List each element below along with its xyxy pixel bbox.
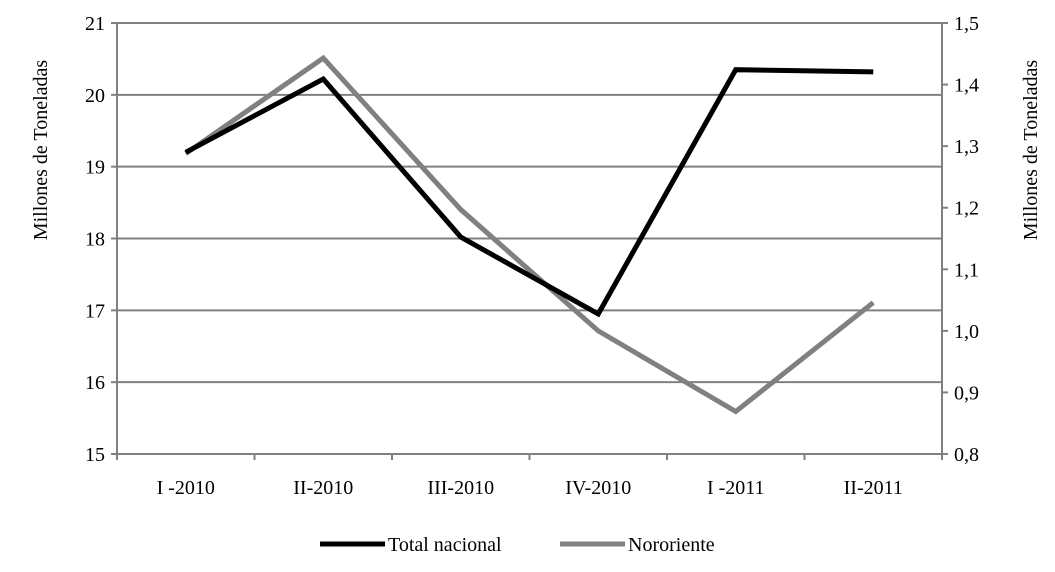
right-tick-label: 1,4 — [954, 75, 979, 97]
left-tick-label: 20 — [85, 85, 105, 107]
series-lines — [184, 54, 875, 415]
x-tick-label: I -2011 — [707, 477, 765, 499]
x-axis-ticks: I -2010 II-2010 III-2010 IV-2010 I -2011 II-2… — [116, 454, 943, 499]
right-tick-label: 1,3 — [954, 136, 979, 158]
legend-label-total-nacional: Total nacional — [388, 534, 502, 556]
legend: Total nacional Nororiente — [320, 534, 715, 556]
x-tick-label: IV-2010 — [565, 477, 631, 499]
x-tick-label: I -2010 — [157, 477, 215, 499]
right-axis-title: Millones de Toneladas — [1020, 60, 1042, 241]
x-tick-label: II-2011 — [844, 477, 903, 499]
left-tick-label: 19 — [85, 157, 105, 179]
legend-label-nororiente: Nororiente — [628, 534, 715, 556]
series-line-nororiente — [184, 54, 875, 415]
grid-lines — [117, 22, 942, 384]
right-tick-label: 1,5 — [954, 13, 979, 35]
right-tick-label: 1,1 — [954, 259, 979, 281]
left-tick-label: 15 — [85, 444, 105, 466]
left-tick-label: 18 — [85, 229, 105, 251]
left-axis-title: Millones de Toneladas — [30, 60, 52, 241]
left-tick-label: 21 — [85, 13, 105, 35]
right-tick-label: 0,9 — [954, 382, 979, 404]
right-axis-ticks: 0,8 0,9 1,0 1,1 1,2 1,3 1,4 1,5 — [942, 13, 979, 466]
x-tick-label: III-2010 — [427, 477, 494, 499]
x-tick-label: II-2010 — [293, 477, 353, 499]
series-line-total-nacional — [184, 67, 874, 318]
right-tick-label: 1,0 — [954, 321, 979, 343]
right-tick-label: 0,8 — [954, 444, 979, 466]
left-axis-ticks: 15 16 17 18 19 20 21 — [85, 13, 117, 466]
left-tick-label: 16 — [85, 372, 105, 394]
right-tick-label: 1,2 — [954, 198, 979, 220]
left-tick-label: 17 — [85, 300, 105, 322]
